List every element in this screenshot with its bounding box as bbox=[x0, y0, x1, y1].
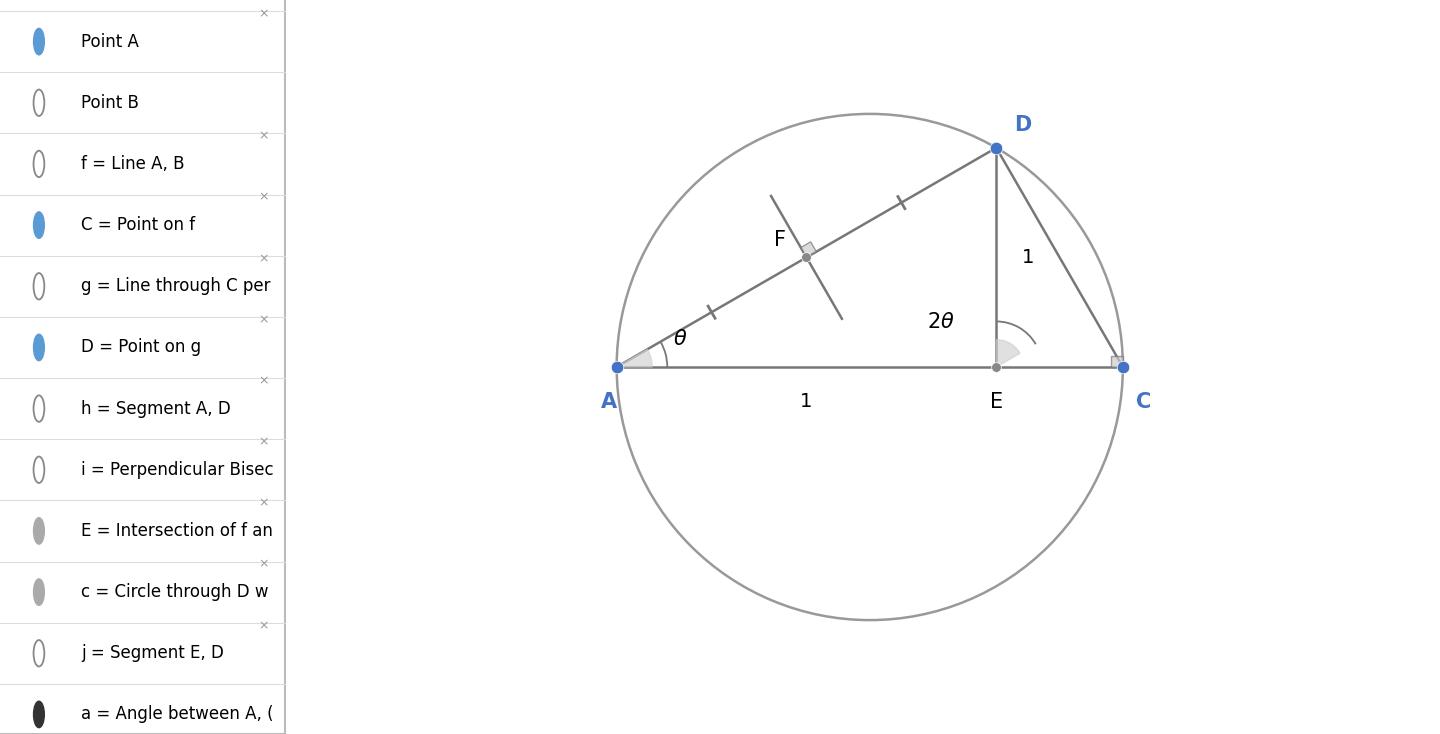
Text: A: A bbox=[600, 392, 618, 413]
Text: j = Segment E, D: j = Segment E, D bbox=[81, 644, 223, 662]
Circle shape bbox=[33, 90, 45, 116]
Polygon shape bbox=[616, 349, 652, 367]
Text: ×: × bbox=[258, 558, 269, 571]
Circle shape bbox=[33, 457, 45, 483]
Text: f = Line A, B: f = Line A, B bbox=[81, 155, 184, 173]
Circle shape bbox=[33, 273, 45, 299]
Text: Point B: Point B bbox=[81, 94, 138, 112]
Polygon shape bbox=[996, 340, 1020, 367]
Text: $\theta$: $\theta$ bbox=[672, 330, 687, 349]
Polygon shape bbox=[1112, 355, 1123, 367]
Text: D: D bbox=[1014, 115, 1031, 135]
Text: F: F bbox=[775, 230, 786, 250]
Circle shape bbox=[33, 517, 45, 544]
Text: C: C bbox=[1136, 392, 1151, 413]
Text: C = Point on f: C = Point on f bbox=[81, 216, 194, 234]
Text: ×: × bbox=[258, 313, 269, 326]
Circle shape bbox=[33, 212, 45, 239]
Circle shape bbox=[33, 150, 45, 177]
Text: c = Circle through D w: c = Circle through D w bbox=[81, 583, 268, 601]
Circle shape bbox=[33, 701, 45, 727]
Text: ×: × bbox=[258, 435, 269, 448]
Text: ×: × bbox=[258, 619, 269, 632]
Text: i = Perpendicular Bisec: i = Perpendicular Bisec bbox=[81, 461, 274, 479]
Polygon shape bbox=[801, 241, 816, 258]
Text: g = Line through C per: g = Line through C per bbox=[81, 277, 271, 295]
Text: ×: × bbox=[258, 252, 269, 265]
Circle shape bbox=[33, 640, 45, 666]
Text: ×: × bbox=[258, 374, 269, 388]
Text: D = Point on g: D = Point on g bbox=[81, 338, 202, 357]
Circle shape bbox=[33, 334, 45, 360]
Text: a = Angle between A, (: a = Angle between A, ( bbox=[81, 705, 274, 724]
Text: ×: × bbox=[258, 130, 269, 142]
Text: 1: 1 bbox=[1021, 248, 1034, 267]
Circle shape bbox=[33, 29, 45, 55]
Circle shape bbox=[33, 396, 45, 422]
Text: E: E bbox=[989, 392, 1002, 413]
Text: ×: × bbox=[258, 7, 269, 21]
Text: 1: 1 bbox=[801, 392, 812, 411]
Text: h = Segment A, D: h = Segment A, D bbox=[81, 399, 230, 418]
Circle shape bbox=[33, 579, 45, 606]
Text: E = Intersection of f an: E = Intersection of f an bbox=[81, 522, 272, 540]
Text: ×: × bbox=[258, 497, 269, 509]
Text: $2\theta$: $2\theta$ bbox=[927, 311, 955, 332]
Text: Point A: Point A bbox=[81, 32, 138, 51]
Text: ×: × bbox=[258, 191, 269, 204]
